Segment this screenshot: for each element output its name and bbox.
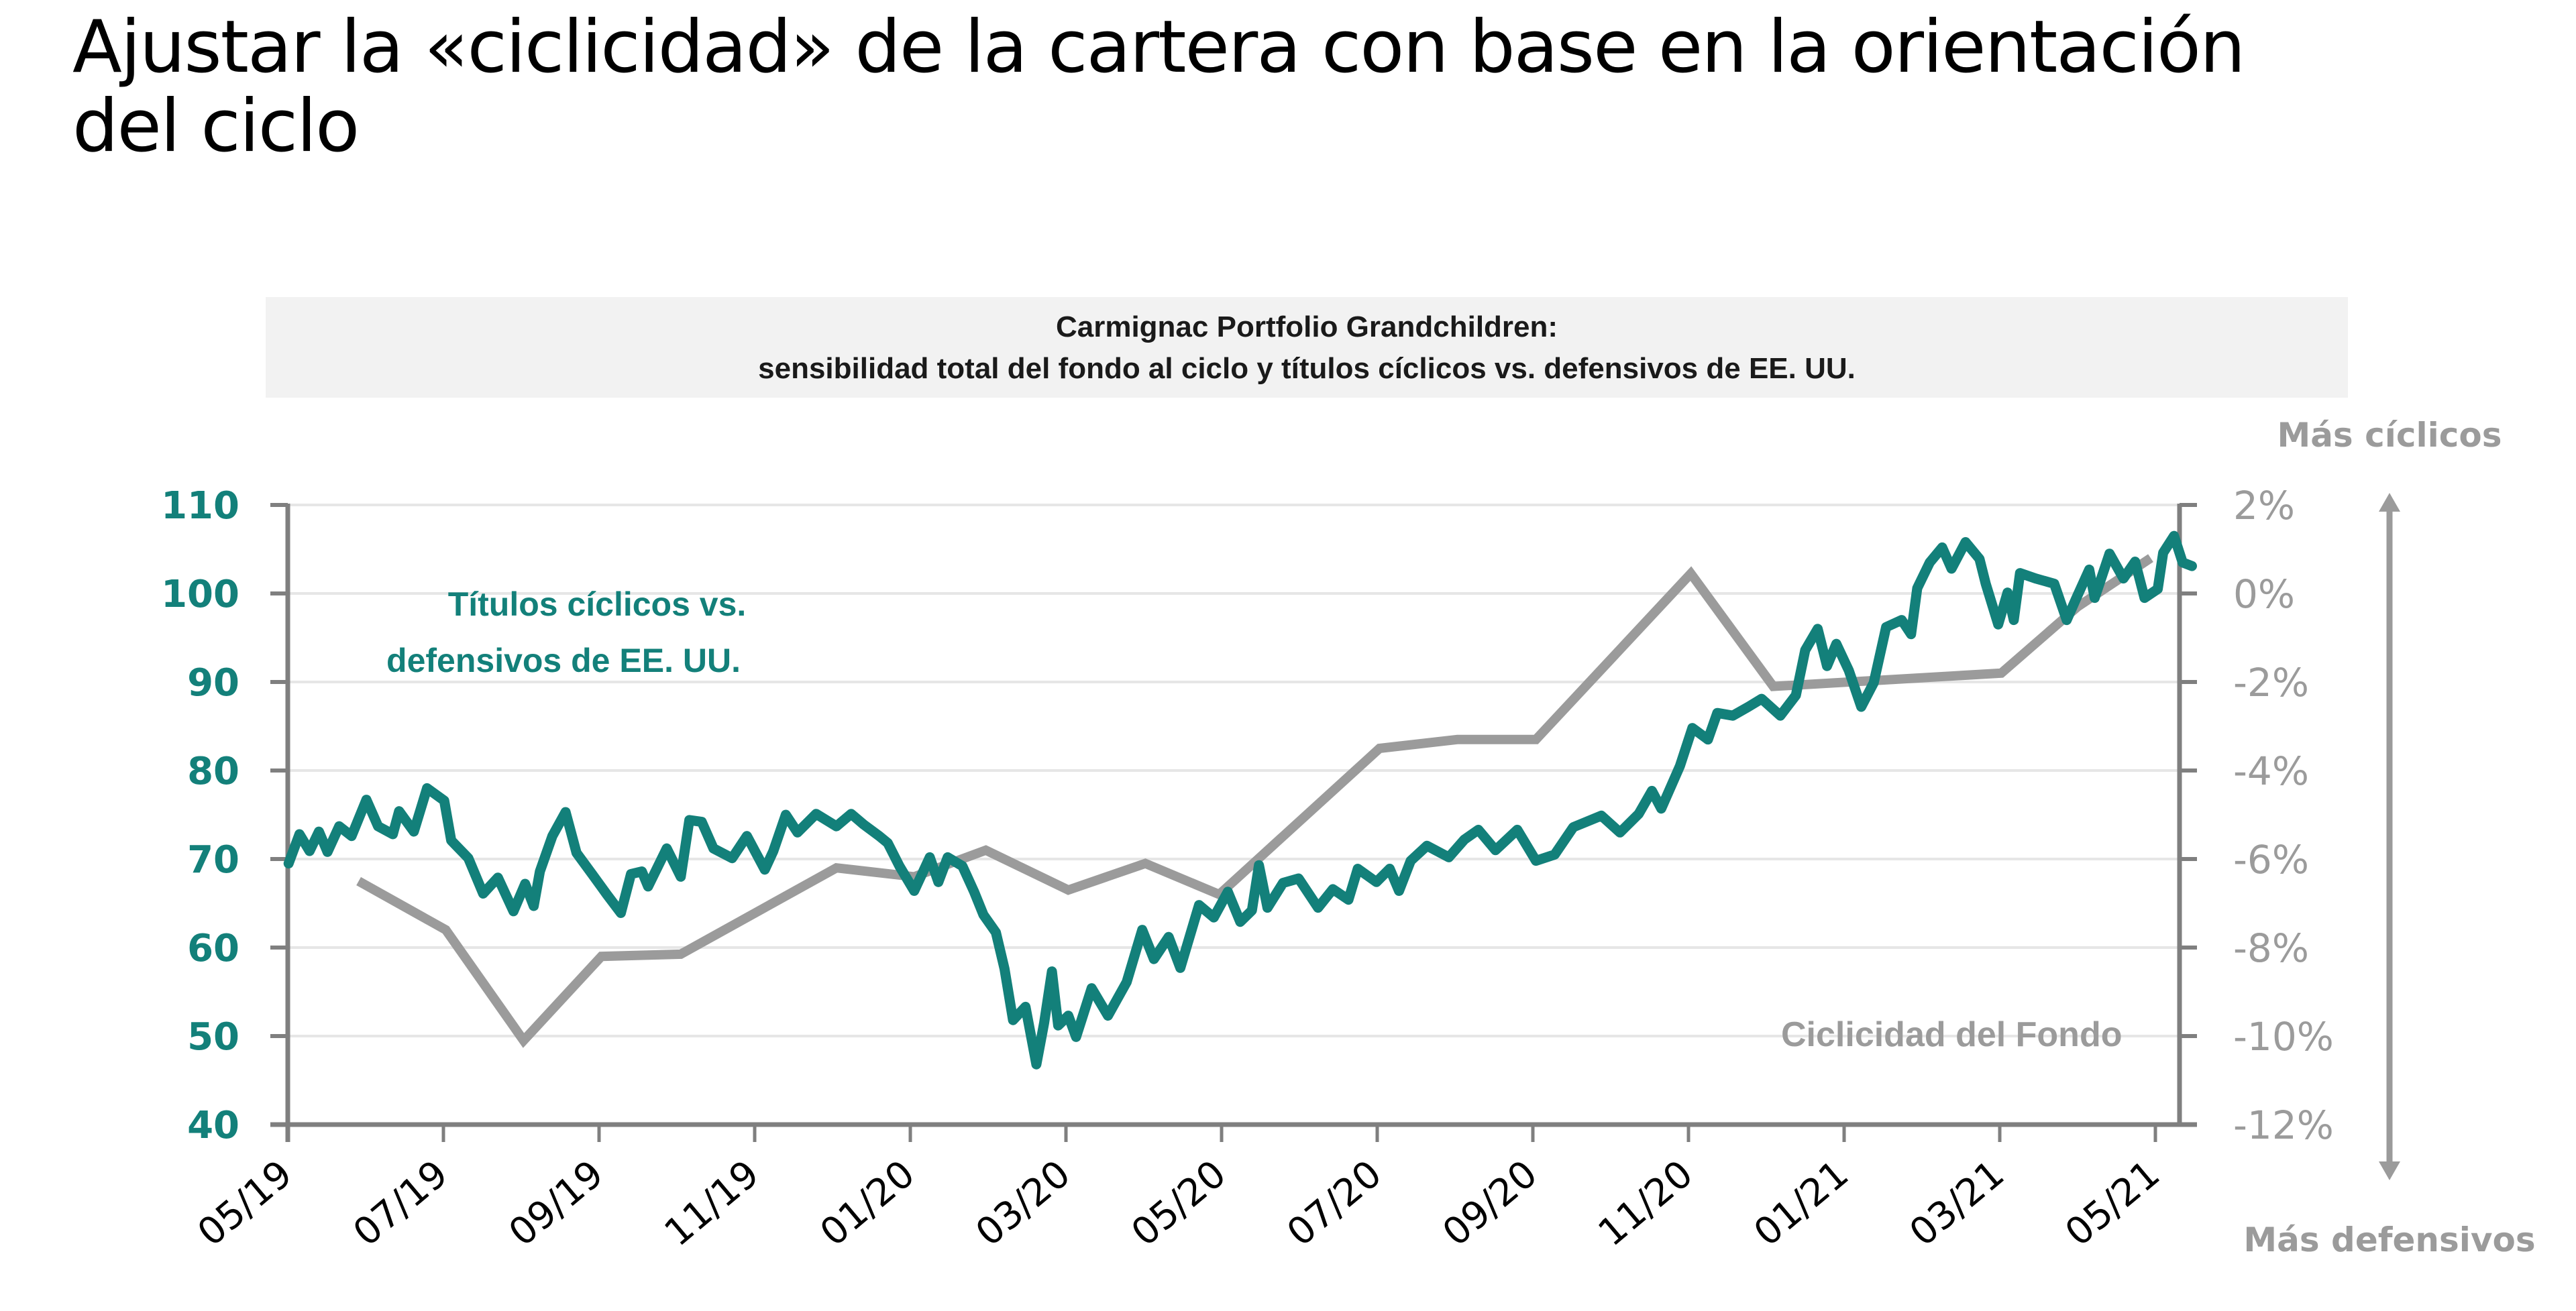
x-tick-label: 11/19 [657, 1152, 767, 1255]
x-tick-label: 01/21 [1746, 1152, 1857, 1255]
right-tick-label: -8% [2233, 925, 2309, 971]
left-tick-label: 80 [187, 750, 239, 793]
x-axis-ticks: 05/19 07/19 09/19 11/19 01/20 03/20 05/20 07/20… [190, 1125, 2168, 1255]
chart-title-line-2: sensibilidad total del fondo al ciclo y … [758, 352, 1856, 385]
x-tick-label: 11/20 [1591, 1152, 1701, 1255]
x-tick-label: 07/19 [345, 1152, 456, 1255]
right-tick-label: 0% [2233, 571, 2295, 617]
arrow-head-up-icon [2379, 493, 2400, 512]
x-tick-label: 03/20 [968, 1152, 1079, 1255]
teal-series-line [283, 530, 2197, 1070]
x-tick-label: 03/21 [1902, 1152, 2012, 1255]
teal-series-label-line-1: Títulos cíclicos vs. [448, 585, 747, 623]
chart-title-box: Carmignac Portfolio Grandchildren: sensi… [266, 297, 2348, 398]
more-cyclical-label: Más cíclicos [2277, 416, 2502, 455]
x-tick-label: 05/21 [2057, 1152, 2168, 1255]
right-tick-label: -10% [2233, 1014, 2334, 1060]
annotations: Títulos cíclicos vs. defensivos de EE. U… [386, 416, 2536, 1259]
left-tick-label: 70 [187, 838, 239, 882]
right-tick-label: 2% [2233, 483, 2295, 528]
cyclical-defensive-double-arrow-icon [2379, 493, 2400, 1180]
series-group [283, 530, 2197, 1070]
x-tick-label: 05/19 [190, 1152, 301, 1255]
more-defensive-label: Más defensivos [2243, 1220, 2535, 1259]
left-axis-ticks: 110 100 90 80 70 60 50 40 [161, 484, 288, 1147]
left-tick-label: 60 [187, 927, 239, 970]
right-tick-label: -12% [2233, 1102, 2334, 1148]
left-tick-label: 100 [161, 573, 239, 616]
arrow-head-down-icon [2379, 1161, 2400, 1180]
gray-series-label: Ciclicidad del Fondo [1781, 1015, 2122, 1054]
right-tick-label: -6% [2233, 837, 2309, 882]
right-tick-label: -4% [2233, 748, 2309, 794]
page-title: Ajustar la «ciclicidad» de la cartera co… [72, 5, 2245, 168]
left-tick-label: 90 [187, 661, 239, 705]
left-tick-label: 40 [187, 1104, 239, 1147]
right-axis-ticks: 2% 0% -2% -4% -6% -8% -10% -12% [2180, 483, 2334, 1148]
x-tick-label: 05/20 [1124, 1152, 1234, 1255]
teal-series-label-line-2: defensivos de EE. UU. [386, 642, 741, 679]
right-tick-label: -2% [2233, 660, 2309, 705]
x-tick-label: 09/20 [1435, 1152, 1546, 1255]
left-tick-label: 50 [187, 1015, 239, 1059]
chart-title-line-1: Carmignac Portfolio Grandchildren: [1055, 310, 1558, 343]
gridlines [288, 504, 2180, 1037]
x-tick-label: 01/20 [812, 1152, 923, 1255]
left-tick-label: 110 [161, 484, 239, 528]
x-tick-label: 07/20 [1279, 1152, 1390, 1255]
x-tick-label: 09/19 [501, 1152, 612, 1255]
